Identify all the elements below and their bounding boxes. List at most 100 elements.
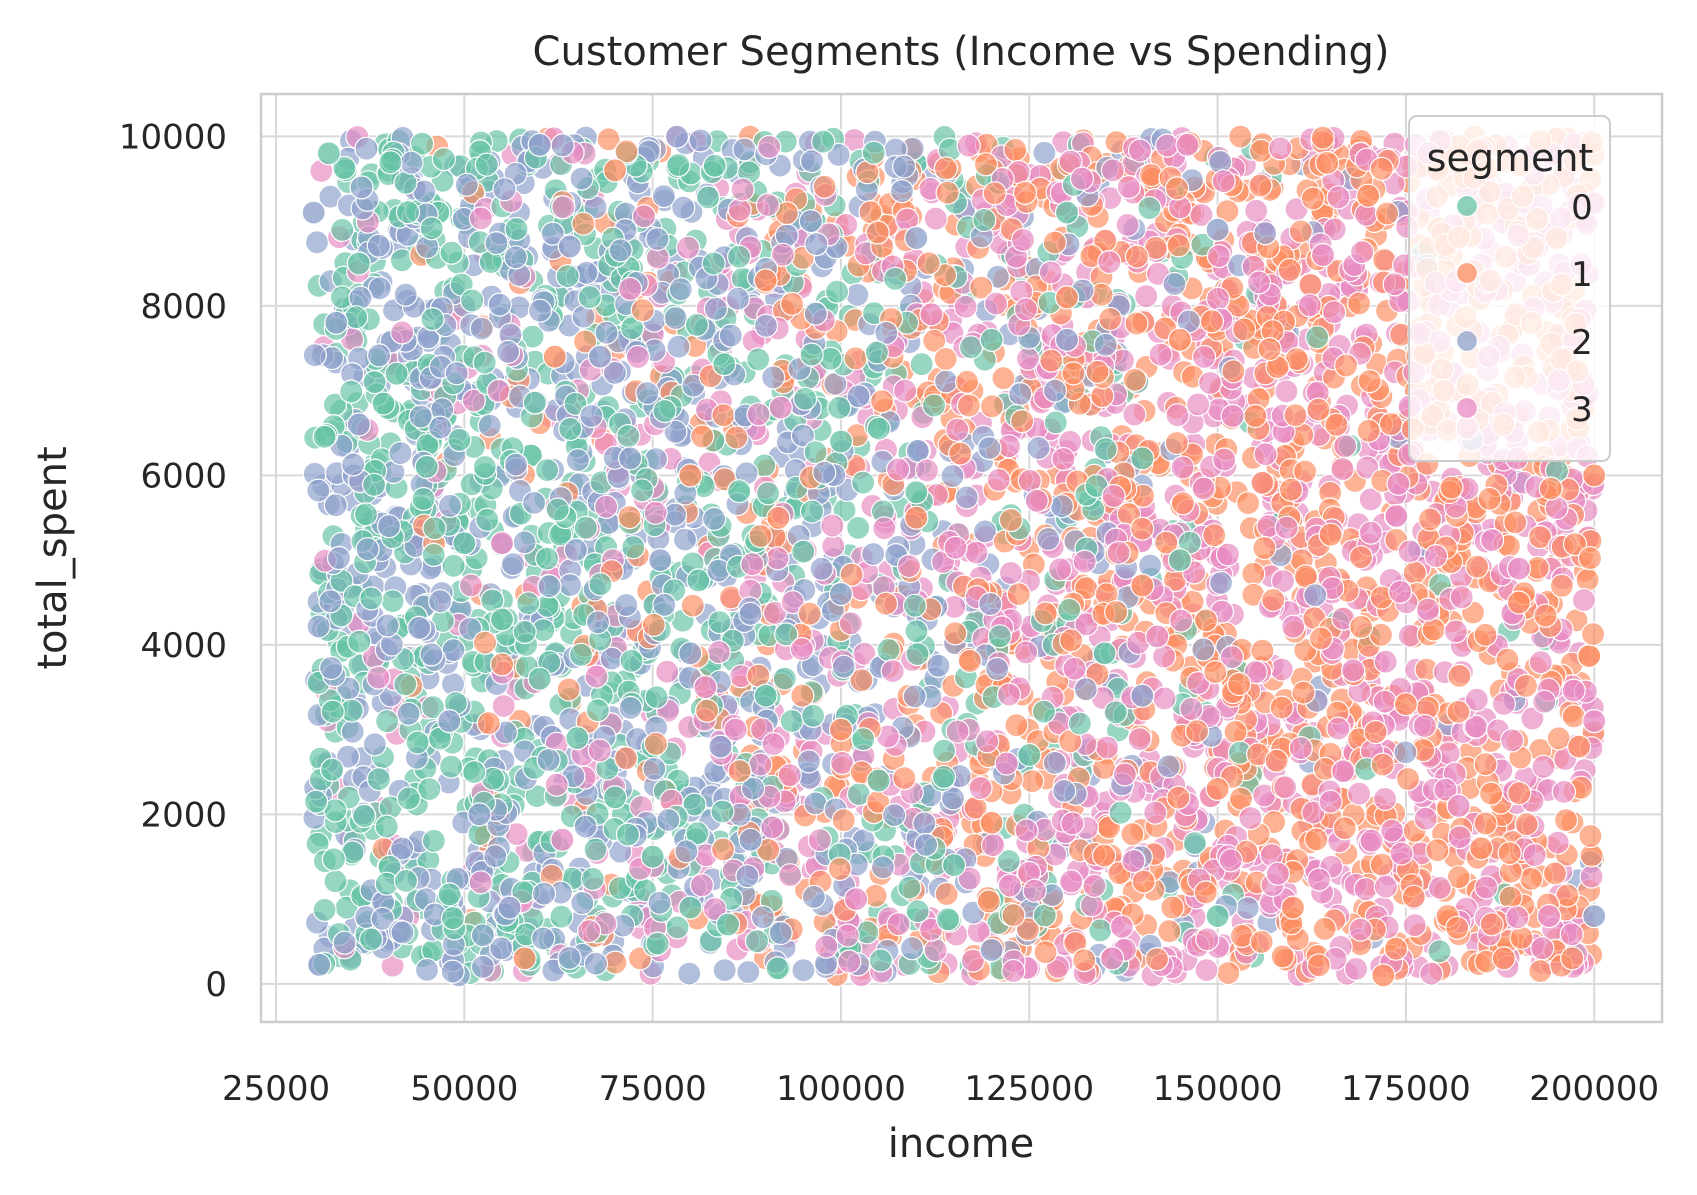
scatter-point-segment-2	[1192, 638, 1215, 661]
scatter-point-segment-3	[1373, 690, 1396, 713]
scatter-point-segment-0	[801, 500, 824, 523]
scatter-point-segment-3	[1390, 842, 1413, 865]
scatter-point-segment-0	[570, 643, 593, 666]
scatter-point-segment-3	[924, 207, 947, 230]
scatter-point-segment-1	[1309, 627, 1332, 650]
scatter-point-segment-1	[1034, 941, 1057, 964]
scatter-point-segment-0	[513, 620, 536, 643]
scatter-point-segment-1	[1515, 813, 1538, 836]
scatter-point-segment-1	[949, 442, 972, 465]
scatter-point-segment-0	[418, 778, 441, 801]
scatter-point-segment-0	[646, 932, 669, 955]
scatter-point-segment-2	[1074, 678, 1097, 701]
scatter-point-segment-1	[1348, 292, 1371, 315]
scatter-point-segment-2	[792, 959, 815, 982]
scatter-point-segment-2	[533, 882, 556, 905]
scatter-point-segment-0	[381, 590, 404, 613]
scatter-point-segment-2	[893, 155, 916, 178]
scatter-point-segment-3	[1193, 346, 1216, 369]
scatter-point-segment-2	[307, 615, 330, 638]
scatter-point-segment-1	[798, 602, 821, 625]
scatter-point-segment-3	[1323, 301, 1346, 324]
scatter-point-segment-3	[1135, 285, 1158, 308]
scatter-point-segment-3	[1110, 915, 1133, 938]
scatter-point-segment-1	[1373, 249, 1396, 272]
scatter-point-segment-0	[473, 456, 496, 479]
scatter-point-segment-0	[397, 787, 420, 810]
scatter-point-segment-2	[307, 479, 330, 502]
scatter-point-segment-3	[1351, 241, 1374, 264]
scatter-point-segment-3	[957, 134, 980, 157]
scatter-point-segment-2	[941, 465, 964, 488]
scatter-point-segment-2	[471, 955, 494, 978]
scatter-point-segment-1	[1305, 828, 1328, 851]
scatter-point-segment-1	[749, 525, 772, 548]
scatter-point-segment-0	[376, 710, 399, 733]
scatter-point-segment-3	[545, 773, 568, 796]
scatter-point-segment-2	[978, 437, 1001, 460]
scatter-point-segment-2	[664, 307, 687, 330]
scatter-point-segment-1	[1123, 368, 1146, 391]
scatter-point-segment-3	[656, 660, 679, 683]
scatter-point-segment-0	[852, 728, 875, 751]
scatter-point-segment-2	[1236, 897, 1259, 920]
scatter-point-segment-3	[469, 871, 492, 894]
scatter-point-segment-1	[956, 370, 979, 393]
scatter-point-segment-3	[982, 834, 1005, 857]
scatter-point-segment-0	[622, 536, 645, 559]
scatter-point-segment-3	[1448, 826, 1471, 849]
scatter-point-segment-1	[1167, 234, 1190, 257]
scatter-point-segment-0	[867, 417, 890, 440]
scatter-point-segment-2	[979, 593, 1002, 616]
scatter-point-segment-2	[478, 414, 501, 437]
scatter-point-segment-3	[1523, 844, 1546, 867]
scatter-point-segment-1	[1498, 842, 1521, 865]
scatter-point-segment-2	[319, 590, 342, 613]
scatter-point-segment-0	[345, 306, 368, 329]
scatter-point-segment-1	[1217, 962, 1240, 985]
scatter-point-segment-3	[1348, 782, 1371, 805]
scatter-point-segment-3	[578, 920, 601, 943]
scatter-point-segment-2	[558, 946, 581, 969]
scatter-point-segment-0	[348, 630, 371, 653]
scatter-point-segment-2	[609, 239, 632, 262]
scatter-point-segment-2	[675, 840, 698, 863]
scatter-point-segment-1	[1364, 721, 1387, 744]
scatter-point-segment-3	[731, 178, 754, 201]
scatter-point-segment-0	[550, 905, 573, 928]
scatter-point-segment-3	[707, 641, 730, 664]
scatter-point-segment-3	[1096, 736, 1119, 759]
scatter-point-segment-2	[303, 344, 326, 367]
scatter-point-segment-2	[653, 593, 676, 616]
scatter-point-segment-2	[306, 231, 329, 254]
scatter-point-segment-0	[581, 867, 604, 890]
scatter-point-segment-1	[1099, 308, 1122, 331]
scatter-point-segment-2	[497, 340, 520, 363]
scatter-point-segment-3	[808, 829, 831, 852]
scatter-point-segment-3	[1049, 558, 1072, 581]
scatter-point-segment-3	[1239, 807, 1262, 830]
scatter-point-segment-0	[645, 686, 668, 709]
scatter-point-segment-0	[1044, 411, 1067, 434]
scatter-point-segment-1	[1158, 920, 1181, 943]
scatter-point-segment-1	[1474, 812, 1497, 835]
scatter-point-segment-3	[1529, 651, 1552, 674]
scatter-point-segment-3	[766, 547, 789, 570]
scatter-point-segment-1	[1253, 537, 1276, 560]
scatter-point-segment-1	[767, 506, 790, 529]
scatter-point-segment-1	[1422, 618, 1445, 641]
scatter-point-segment-2	[471, 924, 494, 947]
scatter-point-segment-3	[839, 612, 862, 635]
scatter-point-segment-0	[780, 710, 803, 733]
scatter-point-segment-1	[1529, 960, 1552, 983]
scatter-point-segment-3	[1017, 347, 1040, 370]
scatter-point-segment-2	[667, 335, 690, 358]
scatter-point-segment-3	[1560, 923, 1583, 946]
scatter-point-segment-2	[341, 720, 364, 743]
scatter-point-segment-1	[977, 890, 1000, 913]
scatter-point-segment-2	[564, 539, 587, 562]
scatter-point-segment-1	[1270, 696, 1293, 719]
scatter-point-segment-3	[487, 379, 510, 402]
scatter-point-segment-3	[1374, 787, 1397, 810]
